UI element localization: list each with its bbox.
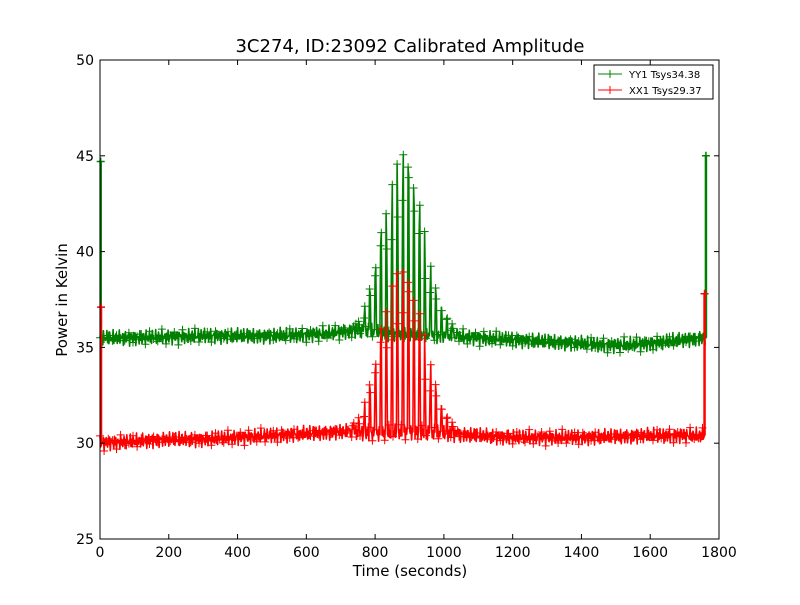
y-tick-label: 35 (76, 340, 94, 356)
x-tick-label: 200 (155, 545, 182, 561)
x-tick-label: 600 (293, 545, 320, 561)
plot-frame (99, 59, 720, 540)
y-tick-label: 40 (76, 245, 94, 261)
series-1-edge-marker-2 (701, 151, 710, 160)
x-tick-label: 1800 (701, 545, 737, 561)
x-tick-label: 400 (224, 545, 251, 561)
y-tick-label: 50 (76, 53, 94, 69)
chart-title: 3C274, ID:23092 Calibrated Amplitude (235, 36, 584, 57)
series-2-edge-marker-1 (97, 303, 106, 312)
legend-label: YY1 Tsys34.38 (628, 70, 700, 81)
x-tick-label: 1600 (632, 545, 668, 561)
legend-label: XX1 Tsys29.37 (629, 86, 702, 97)
x-tick-label: 0 (96, 545, 105, 561)
legend-swatch-marker (606, 70, 614, 78)
series-layer (96, 150, 710, 455)
series-2 (96, 268, 709, 455)
x-tick-label: 800 (362, 545, 389, 561)
x-tick-label: 1000 (426, 545, 462, 561)
series-1-edge-marker-1 (96, 157, 105, 166)
x-tick-label: 1200 (495, 545, 531, 561)
y-axis-label: Power in Kelvin (53, 243, 71, 357)
legend-swatch-marker (606, 86, 614, 94)
legend: YY1 Tsys34.38 XX1 Tsys29.37 (593, 64, 714, 100)
y-tick-label: 25 (76, 532, 94, 548)
y-tick-label: 45 (76, 149, 94, 165)
series-2-edge-marker-2 (700, 289, 709, 298)
x-tick-label: 1400 (564, 545, 600, 561)
legend-box (593, 64, 714, 100)
x-axis-label: Time (seconds) (352, 562, 468, 580)
axes-layer: 0 200 400 600 800 1000 1200 1400 1600 1800 25 30 35 4… (76, 53, 737, 561)
y-tick-label: 30 (76, 436, 94, 452)
